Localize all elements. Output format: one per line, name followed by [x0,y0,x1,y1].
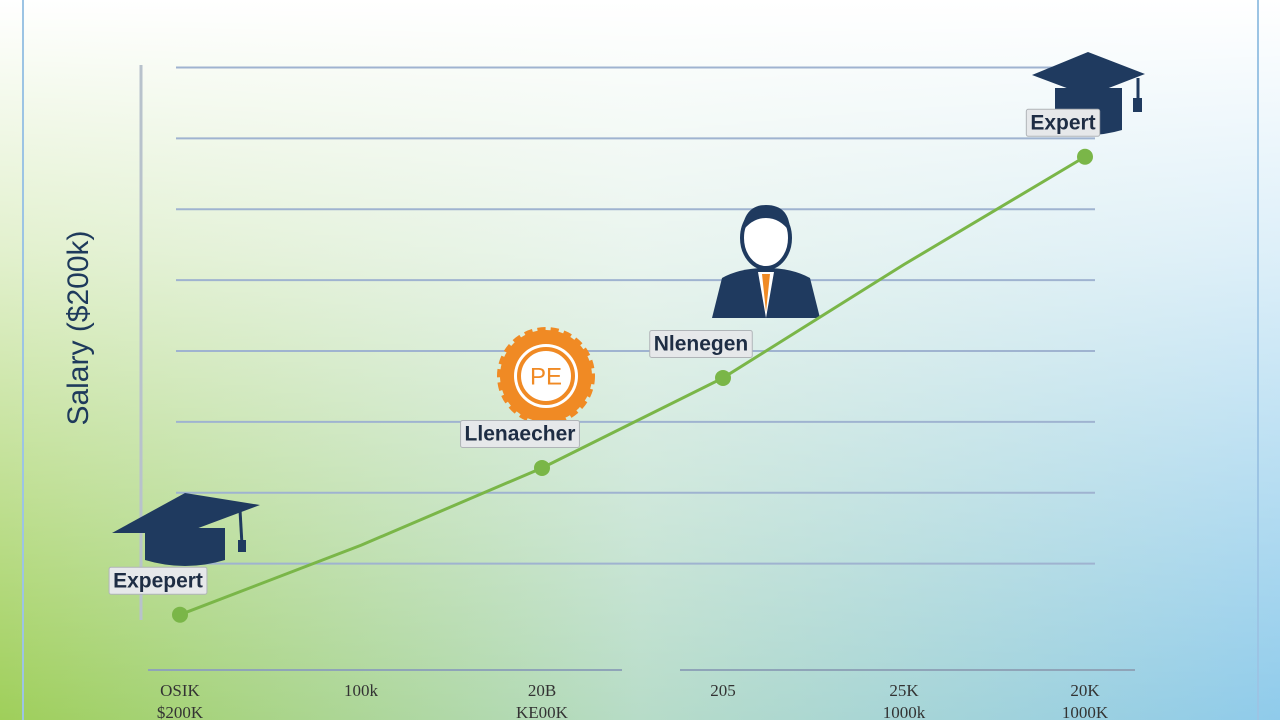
line-series [179,155,1086,617]
annotation-box [649,329,753,358]
data-point [172,606,188,623]
x-tick-sublabel: 1000K [1062,703,1109,720]
cap-icon [112,493,260,566]
person-icon [712,205,820,318]
data-point [715,369,731,386]
x-tick-label: 20B [528,681,556,700]
badge-text: PE [530,363,562,390]
x-tick-label: 205 [710,681,736,700]
x-tick-label: 25K [889,681,919,700]
annotation: Nlenegen [654,332,749,355]
annotation: Llenaecher [465,423,576,446]
x-tick-label: 20K [1070,681,1100,700]
annotation: Expepert [113,569,203,592]
x-tick-label: 100k [344,681,379,700]
x-tick-sublabel: KE00K [516,703,569,720]
data-point [534,459,550,476]
data-point [1077,148,1093,165]
annotation-box [1025,108,1101,137]
x-tick-sublabel: $200K [157,703,204,720]
x-tick-sublabel: 1000k [883,703,926,720]
annotation: Expert [1030,111,1095,134]
x-tick-label: OSIK [160,681,200,700]
y-axis-label: Salary ($200k) [62,230,95,425]
annotation-box [108,566,208,595]
annotation-box [460,420,580,449]
